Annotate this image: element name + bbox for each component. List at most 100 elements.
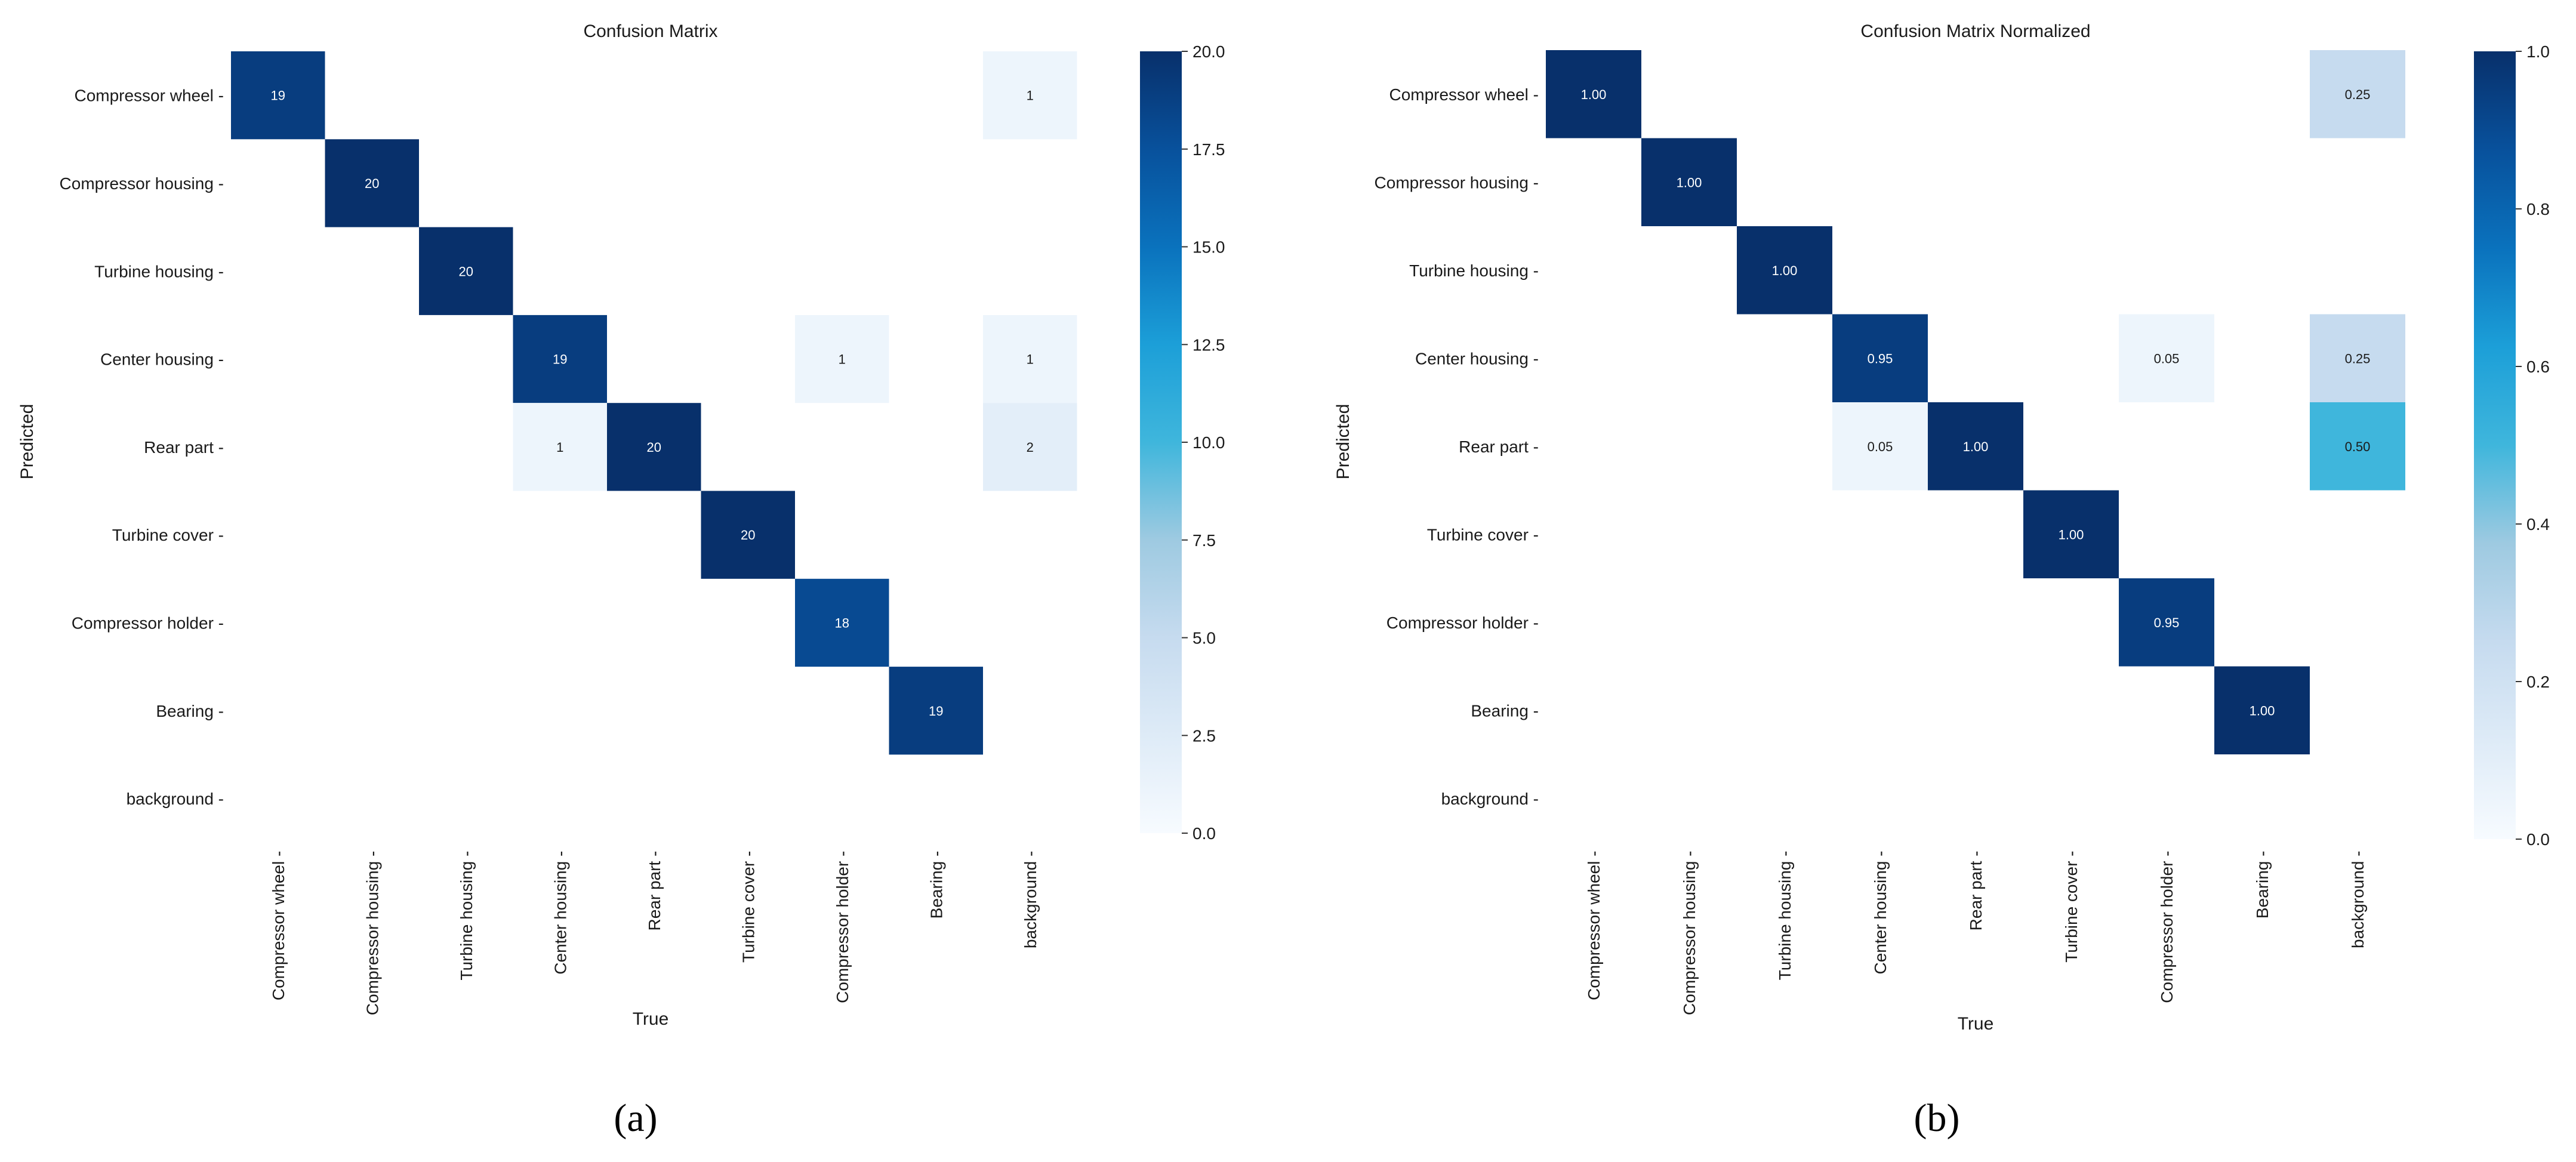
y-tick-label: Turbine housing - [94,262,224,281]
x-tick-label: background - [1021,851,1040,948]
colorbar-tick-label: 0.6 [2526,357,2550,376]
panel-label: (b) [1914,1096,1960,1140]
cell-value-label: 1.00 [1772,263,1798,278]
cell-compressor-housing-compressor-housing [1641,138,1737,226]
cell-rear-part-center-housing [513,403,607,491]
cell-value-label: 1.00 [2059,527,2084,542]
y-tick-label: background - [127,790,224,808]
cell-compressor-holder-compressor-holder [2119,578,2214,667]
cell-value-label: 0.50 [2345,439,2371,454]
x-tick-label: Turbine cover - [739,851,757,963]
x-tick-label: Turbine cover - [2062,851,2081,963]
cell-value-label: 0.25 [2345,87,2371,102]
cell-value-label: 1 [1027,352,1034,367]
y-tick-labels: Compressor wheel - Compressor housing - Tu… [1375,85,1539,808]
cell-turbine-housing-turbine-housing [419,227,513,315]
cell-compressor-holder-compressor-holder [795,578,889,667]
y-tick-label: Compressor housing - [1375,173,1539,192]
colorbar-tick-label: 0.0 [1193,824,1216,843]
cell-value-label: 18 [835,616,849,631]
x-tick-label: Turbine housing - [1776,851,1794,981]
cell-value-labels: 19 1 20 20 19 1 1 1 20 2 20 18 19 [271,88,1034,719]
chart-title: Confusion Matrix Normalized [1860,21,2090,41]
cell-value-label: 2 [1027,440,1034,455]
x-tick-label: Compressor wheel - [1585,851,1603,1001]
x-tick-label: background - [2349,851,2367,948]
colorbar-tick-label: 10.0 [1193,433,1225,452]
cell-turbine-cover-turbine-cover [2023,490,2119,578]
cell-value-labels: 1.00 0.25 1.00 1.00 0.95 0.05 0.25 0.05 1.00 0.50… [1581,87,2371,719]
cell-value-label: 19 [553,352,567,367]
cell-value-label: 1 [1027,88,1034,103]
cell-value-label: 0.05 [1868,439,1893,454]
panel-a: Confusion Matrix 19 1 20 20 19 1 1 1 20 2 20 18 19 C… [17,21,1225,1140]
cell-compressor-wheel-background [983,51,1077,140]
cell-value-label: 0.05 [2154,351,2180,366]
cell-rear-part-rear-part [1928,402,2023,491]
cell-value-label: 19 [929,704,943,719]
colorbar-tick-labels: 0.0 0.2 0.4 0.6 0.8 1.0 [2516,42,2550,849]
cell-center-housing-compressor-holder [2119,314,2214,402]
x-tick-label: Bearing - [927,851,945,919]
x-tick-labels: Compressor wheel - Compressor housing - Tu… [269,851,1040,1015]
y-tick-label: Turbine housing - [1409,261,1539,280]
cell-value-label: 1.00 [1963,439,1989,454]
cell-value-label: 20 [647,440,661,455]
cell-value-label: 0.25 [2345,351,2371,366]
x-tick-label: Compressor housing - [363,851,381,1015]
cell-value-label: 20 [365,176,379,191]
cell-compressor-housing-compressor-housing [325,139,419,227]
colorbar-tick-label: 5.0 [1193,629,1216,648]
y-tick-label: Rear part - [1459,437,1539,456]
chart-title: Confusion Matrix [583,21,717,41]
colorbar-tick-label: 1.0 [2526,42,2550,61]
cell-center-housing-background [983,315,1077,403]
x-tick-label: Turbine housing - [457,851,476,981]
x-tick-label: Compressor housing - [1680,851,1699,1015]
x-axis-label: True [633,1009,669,1029]
cell-value-label: 1.00 [2250,703,2275,718]
heatmap-cells [1546,50,2405,754]
colorbar-tick-label: 2.5 [1193,726,1216,745]
cell-compressor-wheel-compressor-wheel [1546,50,1641,138]
x-tick-label: Center housing - [551,851,569,975]
cell-rear-part-background [983,403,1077,491]
colorbar-tick-label: 17.5 [1193,140,1225,159]
cell-value-label: 20 [459,264,473,279]
colorbar-tick-label: 20.0 [1193,42,1225,61]
x-tick-labels: Compressor wheel - Compressor housing - Tu… [1585,851,2367,1015]
colorbar: 0.0 0.2 0.4 0.6 0.8 1.0 [2474,42,2550,849]
cell-value-label: 1 [839,352,846,367]
cell-value-label: 19 [271,88,285,103]
x-tick-label: Compressor wheel - [269,851,288,1001]
x-tick-label: Rear part - [645,851,664,931]
cell-center-housing-center-housing [1832,314,1928,402]
y-tick-label: Turbine cover - [112,526,224,544]
cell-compressor-wheel-background [2310,50,2405,138]
cell-turbine-housing-turbine-housing [1737,226,1832,315]
y-tick-label: Compressor wheel - [74,87,224,105]
colorbar-tick-label: 15.0 [1193,238,1225,257]
y-tick-label: Compressor holder - [72,614,224,633]
colorbar-tick-labels: 0.0 2.5 5.0 7.5 10.0 12.5 15.0 17.5 20.0 [1182,42,1225,843]
panel-label: (a) [614,1096,657,1140]
y-tick-label: background - [1441,790,1539,808]
x-tick-label: Bearing - [2253,851,2272,919]
cell-value-label: 1 [556,440,563,455]
y-tick-label: Compressor wheel - [1389,85,1539,104]
colorbar-tick-label: 0.0 [2526,830,2550,849]
panel-b: Confusion Matrix Normalized 1.00 0.251.00… [1333,21,2550,1140]
x-tick-label: Rear part - [1967,851,1985,931]
y-tick-label: Center housing - [100,350,224,369]
cell-center-housing-compressor-holder [795,315,889,403]
heatmap-cells [231,51,1077,755]
colorbar-tick-label: 12.5 [1193,335,1225,354]
x-axis-label: True [1958,1014,1994,1034]
cell-bearing-bearing [2214,666,2310,754]
y-tick-label: Rear part - [144,438,224,457]
x-tick-label: Compressor holder - [2158,851,2176,1003]
y-tick-label: Turbine cover - [1427,525,1539,544]
cell-center-housing-background [2310,314,2405,402]
colorbar: 0.0 2.5 5.0 7.5 10.0 12.5 15.0 17.5 20.0 [1140,42,1225,843]
y-tick-label: Bearing - [156,702,224,720]
